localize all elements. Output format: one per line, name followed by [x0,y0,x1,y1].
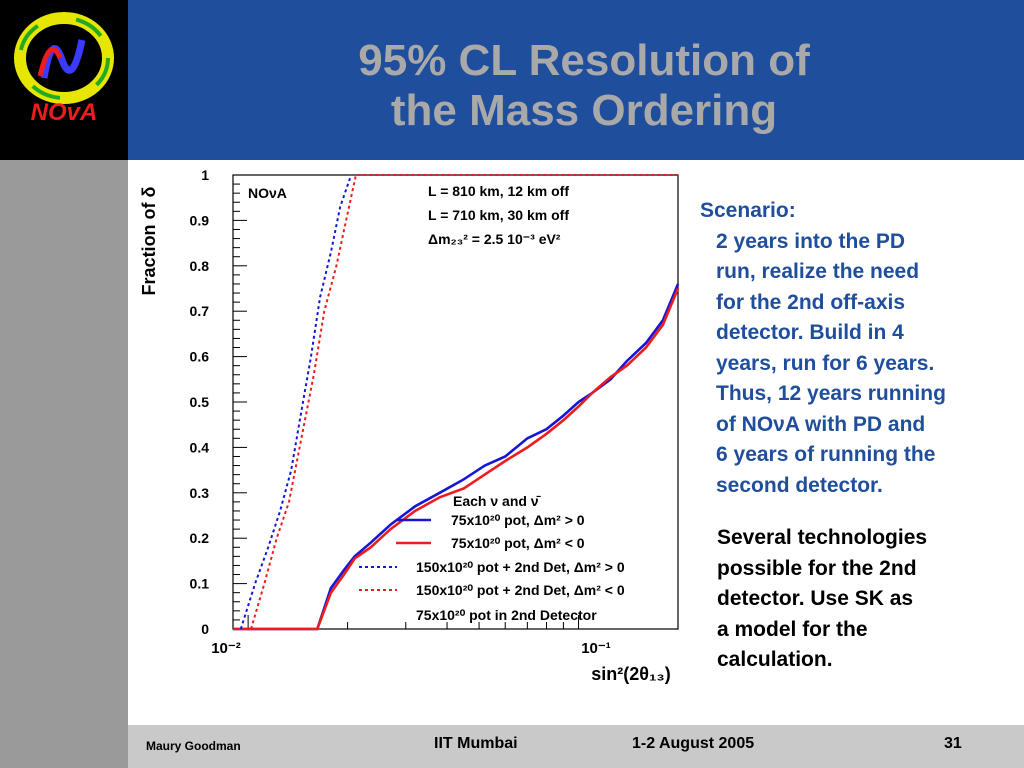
nova-annotation: NOνA [248,185,287,201]
legend-label-1: 75x10²⁰ pot, Δm² > 0 [451,512,585,528]
annotation-line-2: L = 710 km, 30 km off [428,207,569,223]
footer-page: 31 [944,735,962,752]
title-line-2: the Mass Ordering [390,86,778,135]
scenario-line: run, realize the need [716,260,920,283]
technologies-line: Several technologies [717,526,928,549]
legend-header: Each ν and ν̄ [453,493,542,509]
nova-logo-icon: NOvA [14,12,114,126]
slide-footer: Maury Goodman IIT Mumbai 1-2 August 2005… [128,725,1024,768]
scenario-text: Scenario: 2 years into the PD run, realiz… [700,196,1020,501]
title-line-1: 95% CL Resolution of [358,36,810,85]
footer-venue: IIT Mumbai [434,735,518,752]
technologies-line: possible for the 2nd [717,556,917,580]
annotation-line-3: Δm₂₃² = 2.5 10⁻³ eV² [428,231,561,247]
plot-frame [232,174,679,630]
y-tick-label: 1 [201,167,209,183]
y-axis-label: Fraction of δ [139,186,159,295]
technologies-line: detector. Use SK as [717,587,914,610]
technologies-text: Several technologies possible for the 2nd… [717,523,1017,676]
scenario-line: detector. Build in 4 [716,321,904,344]
nova-logo: NOvA [0,0,128,160]
scenario-line: second detector. [716,473,883,497]
technologies-line: calculation. [717,648,833,671]
annotation-line-1: L = 810 km, 12 km off [428,183,569,199]
scenario-label: Scenario: [700,199,796,222]
y-tick-label: 0.1 [190,576,210,592]
scenario-line: of NOνA with PD and [716,412,926,436]
x-axis-label: sin²(2θ₁₃) [591,664,671,684]
left-bar [0,160,128,768]
series-line-4 [250,174,678,630]
svg-text:NOvA: NOvA [31,99,98,126]
y-tick-label: 0.8 [190,258,210,274]
scenario-line: 6 years of running the [716,443,936,466]
series-line-2 [233,288,680,631]
chart-svg: 0 0.1 0.2 0.3 0.4 0.5 0.6 0.7 0.8 0.9 1 Fraction o… [139,167,680,684]
legend-label-4: 150x10²⁰ pot + 2nd Det, Δm² < 0 [416,582,625,598]
scenario-line: for the 2nd off-axis [716,290,906,314]
footer-author: Maury Goodman [146,739,241,753]
legend-footer: 75x10²⁰ pot in 2nd Detector [416,607,597,623]
series-line-3 [239,174,353,630]
y-tick-label: 0.4 [190,439,210,455]
y-tick-label: 0.3 [190,485,210,501]
legend-label-3: 150x10²⁰ pot + 2nd Det, Δm² > 0 [416,559,625,575]
y-tick-label: 0.2 [190,530,210,546]
footer-date: 1-2 August 2005 [632,735,755,752]
slide-header [128,0,1024,160]
y-tick-label: 0 [201,621,209,637]
legend-label-2: 75x10²⁰ pot, Δm² < 0 [451,535,585,551]
slide-title: 95% CL Resolution of the Mass Ordering [128,36,1024,136]
scenario-lines: 2 years into the PD run, realize the need… [700,227,1020,502]
y-tick-label: 0.7 [190,303,210,319]
scenario-line: years, run for 6 years. [716,351,935,375]
chart: 0 0.1 0.2 0.3 0.4 0.5 0.6 0.7 0.8 0.9 1 Fraction o… [133,163,682,688]
y-tick-label: 0.5 [190,394,210,410]
y-tick-label: 0.9 [190,212,210,228]
y-tick-label: 0.6 [190,349,210,365]
technologies-line: a model for the [717,617,868,641]
scenario-line: 2 years into the PD [716,229,906,253]
x-tick-label-1: 10⁻² [211,640,241,657]
scenario-line: Thus, 12 years running [716,382,946,405]
x-tick-label-2: 10⁻¹ [581,640,611,657]
